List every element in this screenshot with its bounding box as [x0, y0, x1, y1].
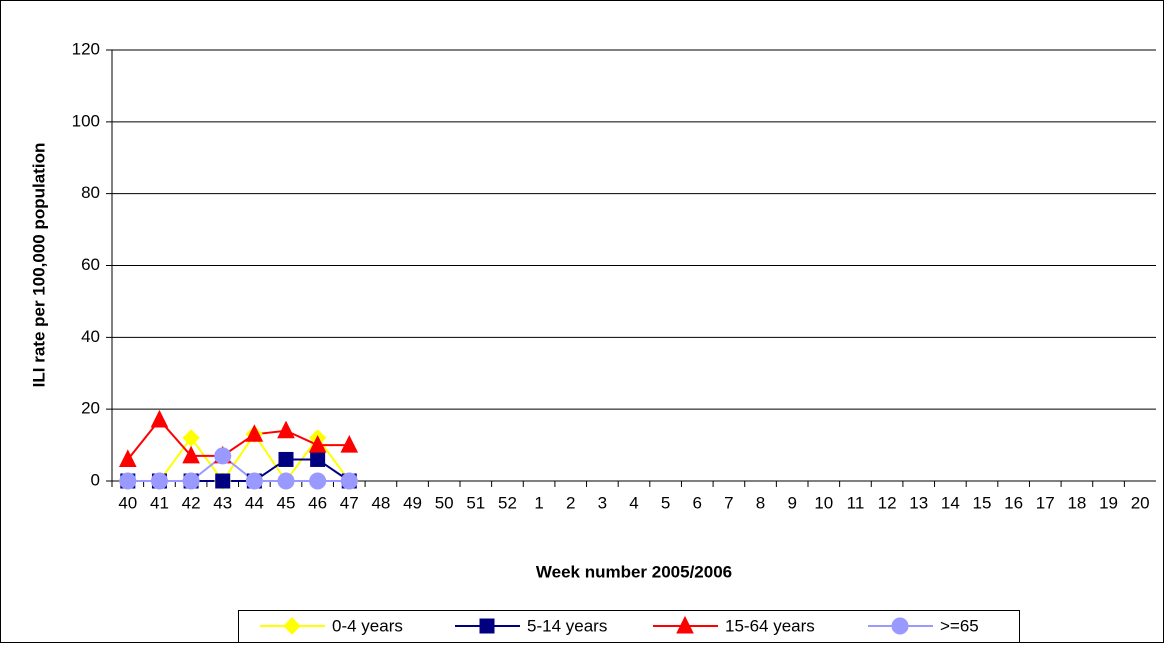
x-tick-label: 51 [466, 493, 485, 512]
x-tick-label: 14 [941, 493, 960, 512]
x-tick-label: 13 [909, 493, 928, 512]
x-tick-label: 7 [724, 493, 733, 512]
x-tick-label: 3 [598, 493, 607, 512]
point [277, 472, 295, 490]
x-tick-label: 18 [1067, 493, 1086, 512]
x-tick-label: 49 [403, 493, 422, 512]
x-tick-label: 10 [814, 493, 833, 512]
y-tick-label: 40 [81, 327, 100, 346]
x-axis-label: Week number 2005/2006 [536, 562, 732, 581]
point [150, 409, 169, 428]
x-tick-label: 48 [371, 493, 390, 512]
legend-label: 15-64 years [725, 616, 815, 635]
x-tick-label: 17 [1036, 493, 1055, 512]
legend-marker [479, 618, 495, 634]
x-tick-label: 16 [1004, 493, 1023, 512]
point [182, 445, 200, 464]
x-tick-label: 8 [756, 493, 765, 512]
x-tick-label: 45 [277, 493, 296, 512]
x-tick-label: 6 [693, 493, 702, 512]
y-tick-label: 60 [81, 255, 100, 274]
y-tick-label: 0 [91, 470, 100, 489]
x-tick-label: 2 [566, 493, 575, 512]
x-tick-label: 41 [150, 493, 169, 512]
legend-marker [891, 617, 909, 635]
legend-label: 5-14 years [527, 616, 607, 635]
x-tick-label: 9 [787, 493, 796, 512]
point [245, 424, 264, 442]
point [277, 420, 295, 439]
x-tick-label: 12 [878, 493, 897, 512]
x-tick-label: 50 [435, 493, 454, 512]
x-tick-label: 20 [1131, 493, 1150, 512]
point [150, 472, 168, 490]
y-tick-label: 80 [81, 183, 100, 202]
x-tick-label: 46 [308, 493, 327, 512]
legend-marker [283, 617, 301, 635]
legend-marker [676, 615, 694, 634]
y-tick-label: 20 [81, 399, 100, 418]
x-tick-label: 5 [661, 493, 670, 512]
x-tick-label: 43 [213, 493, 232, 512]
x-tick-label: 47 [340, 493, 359, 512]
x-tick-label: 1 [534, 493, 543, 512]
point [340, 472, 358, 490]
y-axis-label: ILI rate per 100,000 population [29, 143, 48, 388]
y-tick-label: 100 [72, 111, 100, 130]
x-tick-label: 44 [245, 493, 264, 512]
point [119, 449, 137, 467]
x-tick-label: 11 [847, 493, 865, 512]
point [310, 451, 326, 467]
point [309, 472, 327, 490]
x-tick-label: 15 [973, 493, 992, 512]
point [278, 451, 294, 467]
y-tick-label: 120 [72, 39, 100, 58]
x-tick-label: 52 [498, 493, 517, 512]
point [215, 473, 231, 489]
x-tick-label: 4 [629, 493, 638, 512]
point [340, 434, 359, 453]
point [214, 447, 232, 465]
x-tick-label: 42 [182, 493, 201, 512]
point [119, 472, 137, 490]
point [182, 472, 200, 490]
legend-label: >=65 [940, 616, 979, 635]
legend-label: 0-4 years [332, 616, 403, 635]
x-tick-label: 40 [118, 493, 137, 512]
point [308, 434, 327, 453]
point [245, 472, 263, 490]
x-tick-label: 19 [1099, 493, 1118, 512]
